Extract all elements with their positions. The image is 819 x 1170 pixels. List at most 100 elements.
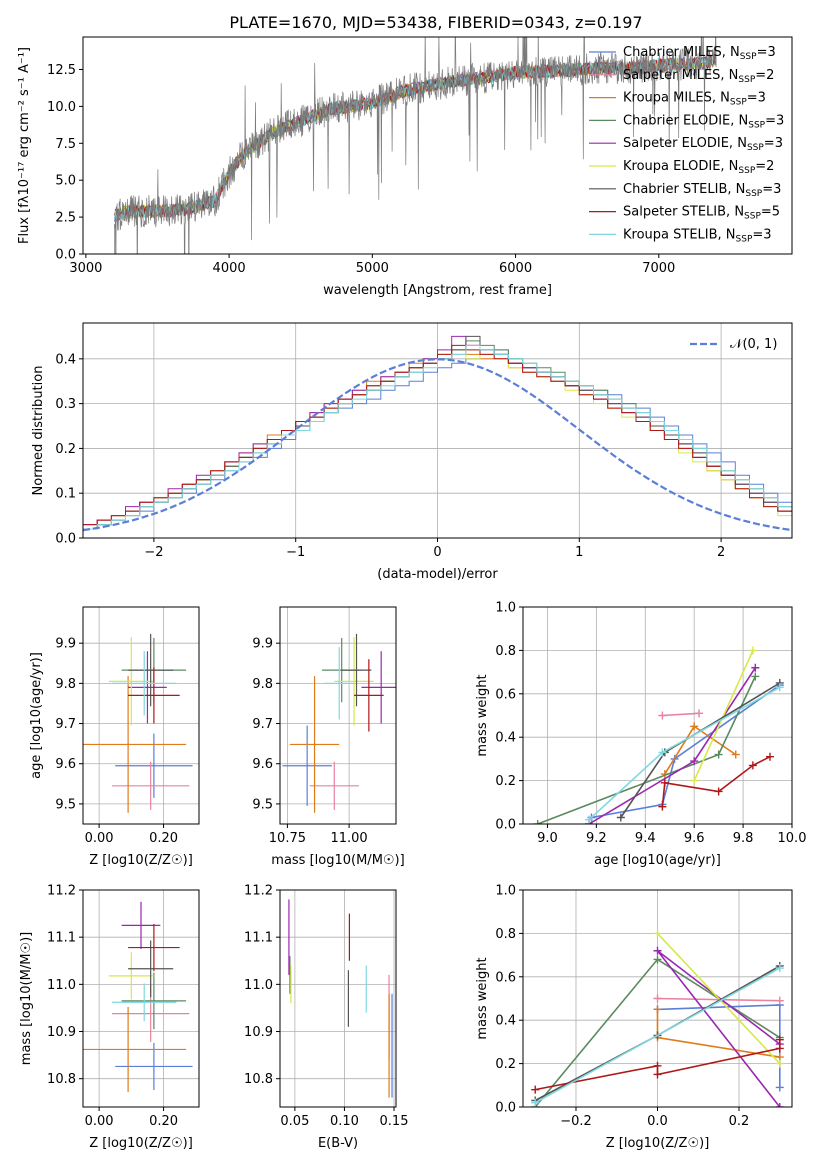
weight-point-marker (748, 646, 757, 655)
x-tick-label: 0.00 (85, 831, 114, 846)
x-tick-label: 10.75 (269, 831, 306, 846)
weight-point-marker (660, 778, 669, 787)
y-tick-label: 10.0 (47, 100, 76, 115)
x-tick-label: 0.10 (330, 1114, 359, 1129)
weight-series-line (591, 684, 781, 819)
weight-point-marker (731, 750, 740, 759)
y-tick-label: 11.2 (244, 884, 273, 899)
weight-point-marker (775, 1044, 784, 1053)
weight-series-line (656, 932, 781, 1065)
weight-point-marker (653, 1070, 662, 1079)
spectrum-legend: Chabrier MILES, NSSP=3 Salpeter MILES, NS… (589, 45, 784, 244)
y-tick-label: 7.5 (55, 137, 76, 152)
weight-point-marker (690, 722, 699, 731)
weight-point-marker (531, 1098, 540, 1107)
y-tick-label: 0.4 (495, 1014, 516, 1029)
plot-frame (279, 606, 397, 825)
legend-subscript: SSP (740, 52, 757, 62)
weight-point-marker (658, 748, 667, 757)
y-tick-label: 9.9 (252, 637, 273, 652)
legend-nssp: =3 (762, 182, 781, 197)
x-axis-label: mass [log10(M/M☉)] (271, 853, 404, 868)
weight-point-marker (751, 663, 760, 672)
x-tick-label: 9.0 (537, 831, 558, 846)
legend-nssp: =3 (764, 136, 783, 151)
y-tick-label: 0.2 (55, 442, 76, 457)
weight-point-marker (653, 955, 662, 964)
weight-point-marker (533, 820, 542, 824)
age-vs-mass-panel: 10.75 11.00 9.5 9.6 9.7 9.8 9.9 mass [log10(M/M… (252, 606, 405, 868)
legend-nssp: =5 (761, 205, 780, 220)
x-tick-label: 0.15 (380, 1114, 409, 1129)
y-tick-label: 11.1 (47, 931, 76, 946)
x-tick-label: 9.6 (684, 831, 705, 846)
weight-point-marker (653, 1061, 662, 1070)
weight-point-marker (751, 672, 760, 681)
x-tick-label: 9.4 (635, 831, 656, 846)
legend-nssp: =3 (747, 91, 766, 106)
spectrum-lines (114, 37, 717, 254)
weight-lines (533, 646, 784, 824)
y-axis-label: Normed distribution (31, 366, 46, 496)
weight-point-marker (531, 1085, 540, 1094)
weight-series-line (693, 650, 754, 781)
x-axis-label: age [log10(age/yr)] (594, 853, 721, 868)
mass-weight-vs-Z-panel: −0.2 0.0 0.2 0.0 0.2 0.4 0.6 0.8 1.0 Z [log10(Z/Z… (475, 884, 793, 1151)
x-tick-label: 0.00 (85, 1114, 114, 1129)
legend-nssp: =3 (757, 45, 776, 60)
legend-label: Kroupa ELODIE, NSSP=2 (623, 159, 774, 176)
histogram-lines (83, 335, 792, 532)
weight-point-marker (775, 1103, 784, 1107)
weight-point-marker (695, 709, 704, 718)
x-tick-label: 11.00 (330, 831, 367, 846)
residuals-panel: −2 −1 0 1 2 0.0 0.1 0.2 0.3 0.4 (data-model)/error… (31, 322, 793, 582)
x-tick-label: 2 (717, 545, 725, 560)
y-tick-label: 0.4 (495, 731, 516, 746)
data-spectrum-line (114, 37, 717, 254)
mass-vs-Z-panel: 0.00 0.20 10.8 10.9 11.0 11.1 11.2 Z [log10(Z/Z… (19, 884, 200, 1151)
y-tick-label: 9.5 (55, 797, 76, 812)
x-tick-label: 4000 (213, 261, 246, 276)
plots-container: 3000 4000 5000 6000 70000.02.55.07.510.012.5… (17, 36, 806, 1152)
x-tick-label: 7000 (642, 261, 675, 276)
legend-label: Chabrier MILES, NSSP=3 (623, 45, 776, 62)
x-axis-label: (data-model)/error (377, 567, 498, 582)
y-tick-label: 0.2 (495, 774, 516, 789)
y-tick-label: 0.6 (495, 687, 516, 702)
mass-vs-ebv-panel: 0.05 0.10 0.15 10.8 10.9 11.0 11.1 11.2 E(B-V) (244, 884, 408, 1152)
legend-nssp: =3 (752, 227, 771, 242)
y-tick-label: 5.0 (55, 174, 76, 189)
y-tick-label: 0.0 (55, 532, 76, 547)
x-axis-label: Z [log10(Z/Z☉)] (89, 853, 193, 868)
weight-series-line (534, 967, 781, 1104)
legend-subscript: SSP (738, 166, 755, 176)
y-tick-label: 9.9 (55, 637, 76, 652)
x-axis-label: E(B-V) (318, 1136, 358, 1151)
y-axis-label: mass [log10(M/M☉)] (19, 932, 34, 1065)
y-tick-label: 9.8 (55, 677, 76, 692)
y-tick-label: 9.7 (55, 717, 76, 732)
y-tick-label: 10.9 (47, 1025, 76, 1040)
y-tick-label: 11.2 (47, 884, 76, 899)
weight-point-marker (775, 683, 784, 692)
legend-label: Salpeter STELIB, NSSP=5 (623, 205, 780, 222)
legend-label: Chabrier STELIB, NSSP=3 (623, 182, 781, 199)
normal-reference-curve (83, 358, 792, 532)
legend-subscript: SSP (747, 143, 764, 153)
legend-nssp: =2 (755, 159, 774, 174)
age-vs-Z-panel: 0.00 0.20 9.5 9.6 9.7 9.8 9.9 Z [log10(Z/Z☉)] ag… (29, 606, 200, 868)
x-tick-label: 0.0 (647, 1114, 668, 1129)
y-tick-label: 11.0 (47, 978, 76, 993)
figure-title: PLATE=1670, MJD=53438, FIBERID=0343, z=0… (229, 13, 642, 32)
y-tick-label: 9.5 (252, 797, 273, 812)
weight-point-marker (585, 815, 594, 824)
y-tick-label: 10.9 (244, 1025, 273, 1040)
weight-point-marker (658, 802, 667, 811)
x-axis-label: Z [log10(Z/Z☉)] (606, 1136, 710, 1151)
weight-point-marker (658, 711, 667, 720)
y-axis-label: age [log10(age/yr)] (29, 652, 44, 779)
y-tick-label: 11.1 (244, 931, 273, 946)
plot-frame (279, 889, 397, 1108)
x-tick-label: 0.20 (149, 1114, 178, 1129)
y-tick-label: 10.8 (244, 1072, 273, 1087)
